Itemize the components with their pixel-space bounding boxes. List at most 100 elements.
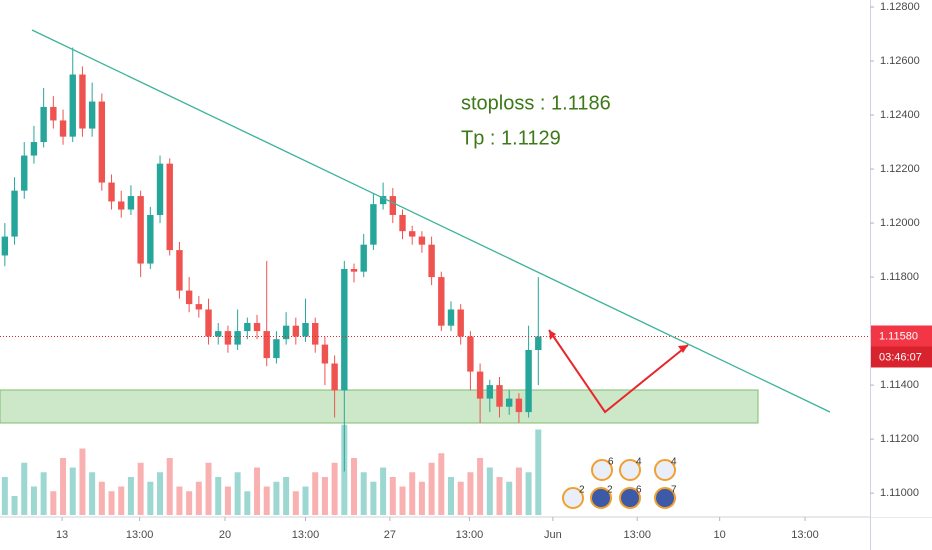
volume-bar [1,477,8,515]
volume-bar [351,458,358,515]
event-icon [654,487,676,509]
event-layer: 2 2 4 6 4 7 6 [562,457,677,509]
volume-bar [234,472,241,515]
volume-bar [448,477,455,515]
volume-bar [195,481,202,515]
volume-bar [496,477,503,515]
event-count: 2 [607,485,613,496]
event-count: 4 [671,457,677,468]
volume-bar [127,477,134,515]
candle-body [166,163,173,251]
candle-body [50,106,57,121]
candle-body [447,309,455,326]
volume-bar [477,458,484,515]
volume-bar [389,477,396,515]
y-tick-label: 1.11200 [880,433,919,445]
event-count: 4 [636,457,642,468]
price-label: 1.11580 [879,330,918,342]
volume-bar [137,462,144,515]
candle-body [234,331,241,345]
volume-bar [98,481,105,515]
candle-body [224,331,232,345]
candle-body [535,336,542,350]
volume-bar [312,472,319,515]
annotation: stoploss : 1.1186 [461,92,611,114]
volume-bar [60,458,67,515]
support-zone [0,389,759,424]
candle-body [195,304,203,310]
volume-bar [215,477,222,515]
y-tick-label: 1.12600 [880,55,920,67]
candle-body [515,398,523,413]
event-icon [619,487,641,509]
candle-body [11,190,18,237]
volume-bar [273,481,280,515]
volume-bar [467,472,474,515]
volume-bar [370,481,377,515]
event-icon [619,459,641,481]
volume-bar [176,486,183,515]
volume-bar [525,472,532,515]
volume-bar [283,477,290,515]
volume-bar [380,467,387,515]
x-tick-label: 13:00 [623,529,651,541]
volume-bar [186,491,193,515]
x-tick-label: Jun [544,529,562,541]
y-tick-label: 1.11800 [880,271,919,283]
candle-body [525,349,532,413]
candle-body [147,214,154,264]
candle-body [244,322,251,332]
candle-body [457,309,464,337]
candle-body [21,155,28,191]
event-count: 6 [636,485,642,496]
y-tick-label: 1.12800 [880,1,920,13]
candle-body [282,325,290,340]
volume-bar [69,467,76,515]
countdown: 03:46:07 [879,351,922,363]
volume-bar [321,477,328,515]
candle-body [428,244,435,278]
candle-body [127,196,135,210]
countdown-box [871,346,932,368]
event-icon [562,487,584,509]
candle-body [40,106,47,143]
x-tick-label: 13:00 [292,529,320,541]
y-tick-label: 1.12200 [880,163,920,175]
volume-bar [79,448,86,515]
arrow-head [678,345,688,353]
event-count: 7 [671,485,677,496]
candle-body [350,268,358,272]
x-tick-label: 27 [384,529,396,541]
x-tick-label: 20 [219,529,231,541]
volume-bar [118,486,125,515]
volume-bar [292,491,299,515]
candle-body [108,182,115,202]
candle-body [88,101,96,129]
candle-body [30,142,38,156]
volume-bar [205,462,212,515]
candle-body [118,201,125,210]
volume-bar [428,462,435,515]
volume-bar [244,491,251,515]
candle-body [418,236,426,245]
price-axis-panel [871,0,932,517]
candle-body [156,163,164,215]
volume-bar [506,481,513,515]
candle-body [321,344,329,364]
volume-bar [21,462,28,515]
volume-bar [302,486,309,515]
x-tick-label: 13:00 [456,529,484,541]
axes-layer: 1.12800 1.12600 1.12400 1.12200 1.12000 1.118… [56,1,932,541]
y-tick-label: 1.11000 [880,487,919,499]
y-tick-label: 1.12400 [880,109,920,121]
candle-body [505,398,513,407]
event-count: 6 [608,457,614,468]
x-tick-label: 13 [56,529,68,541]
candle-body [137,196,144,264]
candle-body [292,325,300,337]
volume-bar [166,458,173,515]
volume-bar [157,472,164,515]
candle-body [215,331,222,337]
candle-body [59,120,67,137]
